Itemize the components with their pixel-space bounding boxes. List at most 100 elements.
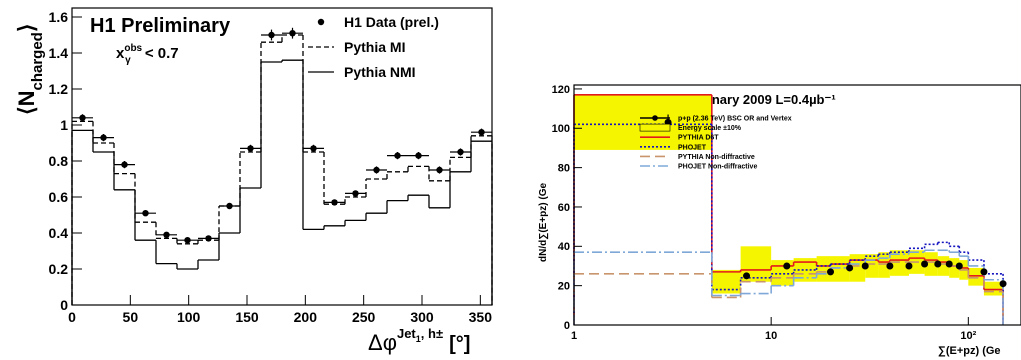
y-tick-label: 0.8	[49, 153, 69, 169]
y-tick-label: 0.6	[49, 189, 69, 205]
x-tick-label: 150	[235, 309, 259, 325]
y-tick-label: 0	[564, 320, 570, 332]
y-tick-label: 100	[552, 123, 570, 135]
data-point	[352, 190, 359, 197]
uncertainty-band	[830, 256, 850, 282]
y-tick-label: 1.6	[49, 9, 69, 25]
x-tick-label: 1	[571, 330, 577, 342]
x-tick-label: 10	[765, 330, 777, 342]
y-tick-label: 0	[60, 297, 68, 313]
x-label-sup-rest: , h±	[421, 326, 443, 341]
data-point	[478, 129, 485, 136]
data-point	[827, 268, 835, 276]
y-tick-label: 0.2	[49, 261, 69, 277]
data-point	[905, 262, 913, 270]
legend-swatch	[652, 115, 658, 121]
data-point	[331, 199, 338, 206]
y-axis-label: ⟨Ncharged⟩	[14, 24, 46, 115]
annotation-sup: obs	[124, 43, 142, 54]
data-point	[436, 166, 443, 174]
data-point	[394, 152, 401, 159]
uncertainty-band	[793, 258, 817, 282]
uncertainty-band	[889, 250, 909, 276]
x-tick-label: 0	[68, 309, 76, 325]
chart-title: H1 Preliminary	[90, 15, 231, 37]
y-tick-label: 0.4	[49, 225, 69, 241]
data-point	[886, 262, 894, 270]
y-tick-label: 1.4	[49, 45, 69, 61]
data-point	[100, 134, 107, 141]
data-point	[980, 268, 988, 276]
legend-label: Pythia NMI	[344, 64, 416, 80]
annotation-sub: γ	[125, 55, 131, 66]
x-tick-label: 350	[469, 309, 493, 325]
y-tick-label: 1.2	[49, 81, 69, 97]
legend-label: p+p (2.36 TeV) BSC OR and Vertex	[678, 115, 792, 122]
data-point	[861, 262, 869, 270]
uncertainty-band	[574, 94, 712, 150]
uncertainty-band	[937, 256, 950, 276]
data-point	[247, 145, 254, 152]
uncertainty-band	[711, 269, 741, 294]
plot-frame	[71, 7, 493, 306]
data-point	[457, 148, 464, 156]
annotation: xobs γ < 0.7	[116, 43, 179, 66]
y-label-main: ⟨N	[14, 91, 39, 115]
data-point	[999, 280, 1007, 288]
uncertainty-band	[968, 267, 984, 286]
y-label-sub: charged	[29, 32, 46, 90]
data-point	[268, 31, 275, 39]
plot-frame	[573, 84, 1021, 326]
annotation-rest: < 0.7	[141, 45, 179, 62]
y-tick-label: 80	[558, 162, 570, 174]
x-label-unit: [°]	[449, 333, 470, 355]
uncertainty-band	[878, 252, 890, 278]
uncertainty-band	[849, 254, 866, 282]
legend-label: H1 Data (prel.)	[344, 14, 439, 30]
data-point	[743, 272, 751, 280]
legend-label: Energy scale ±10%	[678, 125, 742, 132]
legend-swatch	[639, 123, 671, 132]
data-point	[415, 152, 422, 159]
uncertainty-band	[949, 258, 960, 278]
x-axis-label: ΔφJet1, h± [°]	[368, 326, 470, 355]
legend-swatch	[317, 18, 325, 26]
data-point	[142, 210, 149, 217]
data-point	[846, 264, 854, 272]
x-tick-label: 250	[352, 309, 376, 325]
y-axis-label: dN/d∑(E+pz) (Ge	[538, 182, 549, 262]
legend-label: PYTHIA D6T	[678, 135, 719, 142]
uncertainty-band	[816, 256, 831, 282]
data-point	[163, 231, 170, 238]
x-label-sup-sub: 1	[416, 334, 421, 344]
legend-label: PYTHIA Non-diffractive	[678, 154, 755, 161]
legend-label: PHOJET Non-diffractive	[678, 163, 757, 170]
y-tick-label: 40	[558, 241, 570, 253]
data-point	[289, 30, 296, 37]
x-label-main: Δφ	[368, 330, 397, 355]
annotation-base: x	[116, 45, 125, 62]
x-tick-label: 200	[294, 309, 318, 325]
y-label-close: ⟩	[14, 24, 39, 33]
uncertainty-band	[771, 260, 794, 286]
x-tick-label: 100	[177, 309, 201, 325]
x-tick-label: 10²	[960, 330, 976, 342]
x-axis-label: ∑(E+pz) (Ge	[938, 345, 1001, 357]
data-point	[184, 237, 191, 244]
data-point	[226, 202, 233, 210]
data-point	[373, 166, 380, 174]
legend-label: PHOJET	[678, 144, 707, 151]
legend-label: Pythia MI	[344, 39, 405, 55]
data-point	[955, 262, 963, 270]
data-point	[945, 260, 953, 268]
data-point	[921, 260, 929, 268]
data-point	[79, 114, 86, 122]
y-tick-label: 120	[552, 84, 570, 96]
x-tick-label: 50	[123, 309, 139, 325]
x-label-sup: Jet	[397, 326, 416, 341]
x-tick-label: 300	[410, 309, 434, 325]
y-tick-label: 20	[558, 281, 570, 293]
data-point	[205, 235, 212, 242]
data-point	[310, 145, 317, 152]
